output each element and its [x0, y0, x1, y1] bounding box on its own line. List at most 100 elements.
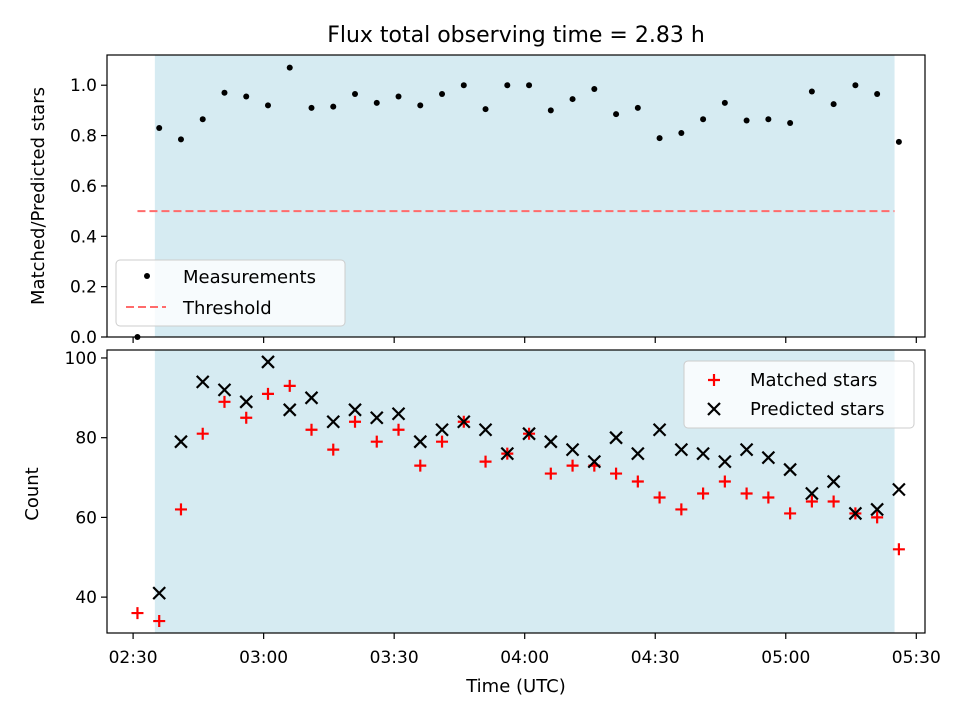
legend-matched-label: Matched stars [750, 370, 877, 391]
predicted-point [826, 474, 841, 489]
y-tick-label: 80 [75, 429, 97, 449]
predicted-point [239, 395, 254, 409]
matched-point [153, 615, 166, 628]
matched-point [544, 467, 557, 480]
predicted-point [282, 403, 297, 417]
matched-point [196, 427, 209, 440]
predicted-point [783, 462, 797, 477]
predicted-point [565, 442, 580, 457]
y-tick-label: 1.0 [70, 76, 97, 96]
measurement-point [852, 82, 859, 89]
matched-point [892, 543, 905, 556]
predicted-point [870, 502, 884, 517]
measurement-point [787, 119, 794, 126]
measurement-point [526, 82, 533, 89]
legend: Matched stars Predicted stars [683, 360, 915, 429]
measurement-point [373, 99, 380, 106]
predicted-point [761, 450, 776, 465]
matched-point [131, 607, 144, 620]
matched-point [631, 475, 644, 488]
predicted-point [718, 454, 732, 469]
measurement-point [308, 104, 315, 111]
measurement-point [417, 102, 424, 109]
matched-point [392, 423, 405, 436]
measurement-point [678, 130, 685, 137]
matched-point [370, 435, 383, 448]
measurement-point [591, 85, 598, 92]
predicted-point [457, 414, 471, 429]
legend-threshold-label: Threshold [182, 298, 272, 319]
matched-point [436, 435, 449, 448]
y-tick-label: 0.6 [70, 177, 97, 197]
measurement-point [199, 116, 206, 123]
predicted-point [609, 430, 623, 445]
predicted-point [304, 391, 319, 405]
predicted-point [478, 422, 493, 437]
x-tick-label: 05:30 [892, 648, 941, 668]
matched-point [718, 475, 731, 488]
measurement-point [830, 101, 837, 108]
predicted-point [674, 442, 689, 457]
legend-box [683, 360, 915, 429]
matched-point [805, 495, 818, 508]
bottom-ylabel: Count [22, 467, 43, 520]
predicted-point [174, 434, 188, 449]
measurement-point [721, 99, 728, 106]
matched-point [762, 491, 775, 504]
panel-2: 40 60 80 100 02:30 03:00 03:30 04:00 04:30 05:00 0… [65, 349, 941, 668]
y-tick-label: 40 [75, 588, 97, 608]
axes-frame [106, 54, 926, 338]
matched-point [740, 487, 753, 500]
predicted-point [696, 446, 710, 461]
x-tick-label: 03:30 [370, 648, 419, 668]
y-tick-label: 0.2 [70, 278, 97, 298]
y-tick-label: 100 [65, 349, 97, 369]
matched-point [349, 415, 362, 428]
axes-frame [106, 349, 926, 634]
predicted-point [369, 410, 384, 425]
matched-point [610, 467, 623, 480]
x-tick-label: 02:30 [109, 648, 158, 668]
matched-point [240, 411, 253, 424]
legend-predicted-marker [707, 402, 721, 416]
measurement-point [808, 88, 815, 95]
measurement-point [569, 96, 576, 103]
measurement-point [895, 138, 902, 145]
measurement-point [286, 64, 293, 71]
measurement-point [221, 89, 228, 96]
measurement-point [700, 116, 707, 123]
x-tick-label: 04:30 [631, 648, 680, 668]
matched-point [827, 495, 840, 508]
measurement-point [156, 125, 163, 132]
measurement-point [504, 82, 511, 89]
predicted-point [391, 406, 406, 421]
bottom-xlabel: Time (UTC) [465, 676, 566, 697]
top-ylabel: Matched/Predicted stars [28, 87, 49, 305]
matched-point [414, 459, 427, 472]
matched-point [566, 459, 579, 472]
predicted-point [500, 446, 515, 461]
predicted-point [587, 454, 602, 469]
y-tick-label: 60 [75, 508, 97, 528]
matched-point [697, 487, 710, 500]
predicted-point [544, 434, 558, 449]
predicted-point [261, 355, 275, 369]
measurement-point [613, 111, 620, 118]
legend: Measurements Threshold [115, 259, 346, 327]
matched-point [871, 511, 884, 524]
predicted-point [326, 414, 341, 429]
legend-measurements-label: Measurements [183, 267, 316, 288]
measurement-point [395, 93, 402, 100]
measurement-point [330, 103, 337, 110]
legend-measurement-marker [144, 273, 150, 279]
predicted-point [413, 434, 428, 449]
measurement-point [264, 102, 271, 109]
panel-1: 0.0 0.2 0.4 0.6 0.8 1.0 Measurements Threshold [70, 54, 926, 348]
predicted-point [848, 506, 863, 521]
matched-point [784, 507, 797, 520]
measurement-point [439, 91, 446, 98]
predicted-point [217, 383, 232, 397]
x-tick-label: 05:00 [761, 648, 810, 668]
measurement-point [874, 91, 881, 98]
predicted-point [805, 486, 819, 501]
